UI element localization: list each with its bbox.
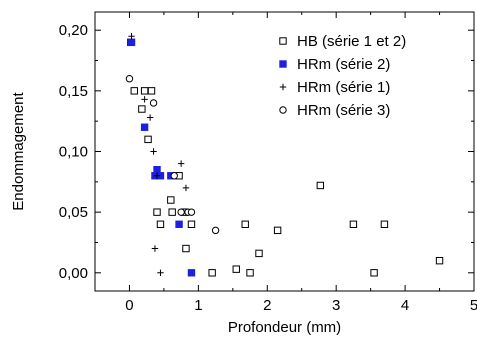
data-point <box>255 249 263 258</box>
data-point <box>349 220 358 228</box>
data-point <box>187 269 196 277</box>
data-point <box>273 226 282 235</box>
legend-marker <box>279 60 287 68</box>
y-tick-label: 0,15 <box>59 83 88 100</box>
x-tick-label: 3 <box>332 297 340 314</box>
legend: HB (série 1 et 2) HRm (série 2) HRm (série… <box>279 33 406 119</box>
data-point <box>153 165 161 174</box>
data-point <box>149 99 158 107</box>
data-point <box>182 244 190 253</box>
data-point <box>435 256 444 265</box>
data-point <box>168 208 176 216</box>
x-axis-title: Profondeur (mm) <box>228 319 341 336</box>
data-point <box>177 208 185 216</box>
data-point <box>170 172 178 180</box>
data-point <box>177 160 185 167</box>
legend-marker <box>279 83 287 91</box>
legend-label: HRm (série 2) <box>297 56 390 73</box>
x-tick-label: 4 <box>401 297 409 314</box>
data-point <box>146 114 154 121</box>
data-point <box>147 87 156 95</box>
legend-marker <box>279 106 287 114</box>
data-point <box>150 148 157 155</box>
data-point <box>380 220 389 228</box>
data-point <box>175 220 183 228</box>
data-point <box>182 184 190 192</box>
legend-marker <box>279 37 287 45</box>
data-point <box>130 87 138 95</box>
data-point <box>125 75 134 83</box>
data-point <box>232 265 240 273</box>
x-tick-label: 0 <box>125 297 133 314</box>
y-tick-label: 0,10 <box>59 144 88 161</box>
data-point <box>157 269 164 277</box>
series-1 <box>127 38 444 277</box>
data-point <box>128 33 135 40</box>
data-point <box>144 135 152 144</box>
data-points <box>125 33 444 277</box>
data-point <box>187 208 196 216</box>
data-point <box>211 226 220 235</box>
data-point <box>316 181 325 190</box>
series-3 <box>128 33 190 277</box>
data-point <box>140 123 149 131</box>
legend-label: HB (série 1 et 2) <box>297 33 406 50</box>
data-point <box>156 220 165 228</box>
y-axis-title: Endommagement <box>10 91 27 210</box>
legend-label: HRm (série 3) <box>297 102 390 119</box>
x-tick-label: 5 <box>470 297 477 314</box>
y-tick-label: 0,05 <box>59 204 88 221</box>
data-point <box>246 269 254 277</box>
data-point <box>151 245 159 252</box>
data-point <box>208 269 216 277</box>
data-point <box>153 172 161 179</box>
data-point <box>241 220 249 228</box>
x-tick-label: 2 <box>263 297 271 314</box>
series-2 <box>127 38 196 277</box>
legend-label: HRm (série 1) <box>297 79 390 96</box>
series-4 <box>125 75 220 235</box>
y-tick-label: 0,00 <box>59 265 88 282</box>
data-point <box>370 269 378 277</box>
data-point <box>153 208 161 216</box>
x-tick-label: 1 <box>194 297 202 314</box>
data-point <box>138 105 146 113</box>
data-point <box>127 38 136 47</box>
y-tick-label: 0,20 <box>59 22 88 39</box>
data-point <box>140 87 149 95</box>
data-point <box>187 220 196 228</box>
axes: 0 1 2 3 4 5 0,00 0,05 0,10 0,15 0,20 <box>59 12 477 314</box>
data-point <box>167 196 175 204</box>
data-point <box>141 96 148 103</box>
